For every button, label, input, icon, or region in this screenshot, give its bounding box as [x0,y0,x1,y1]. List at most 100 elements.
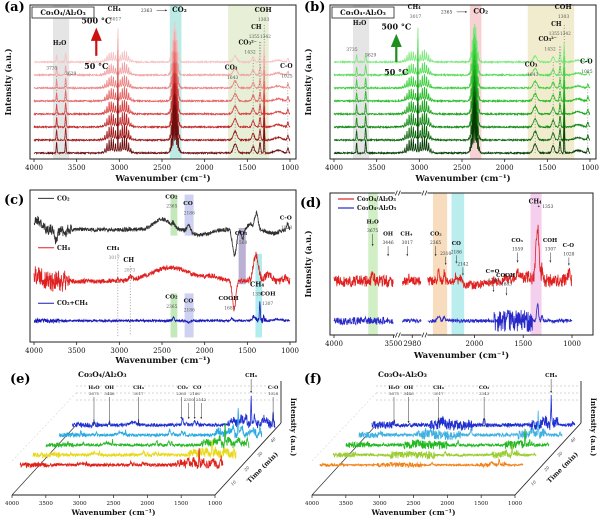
peak-label: 1683 [501,282,512,287]
spectrum-line [333,302,573,332]
spectrum-line [19,448,224,469]
x-axis-title: Wavenumber (cm⁻¹) [114,355,210,365]
peak-label: CO [452,241,461,247]
panel-title: Co₃O₄-Al₂O₃ [331,6,395,19]
peak-label: H₂O [88,385,100,391]
temperature-ramp-annotation: 500 °C 50 °C [81,15,111,70]
peak-label: CH [551,21,562,28]
x-tick-label: 1500 [538,164,556,172]
spectrum-line [332,442,537,460]
x-tick-label: 3000 [373,501,387,507]
peak-label: 2142 [457,262,468,267]
panel-a-chart: 4000 3500 3000 2500 2000 1500 1000 Wavenumber (… [3,4,299,184]
axis: 4000 3500 3000 2500 2000 1500 1000 Wavenumber (… [305,398,598,517]
legend-label: CO₂ [57,195,70,202]
spectrum-line [34,21,291,65]
peak-label: OH [383,232,393,238]
peak-label: 3735 [346,47,358,53]
spectrum-line [33,93,291,156]
panel-tag-b: (b) [304,0,326,15]
peak-label: CO₃ [235,231,248,237]
time-axis-title: Time (min) [245,450,280,485]
x-tick-label: 2500 [107,501,121,507]
peak-annotations: H₂O 3735 3629 CH₄ 3017 2365 CO₂ CO₃ 1643 CO₃²⁻ 143… [346,3,593,78]
peak-label: 3017 [109,256,120,261]
plot-frame [329,4,597,160]
peak-label: H₂O [366,220,379,226]
peak-label: 1353 [252,293,263,298]
peak-label: 1025 [581,69,593,75]
y-axis-title: Intensity (a.u.) [303,48,313,115]
spectra-curves [33,209,291,325]
peak-label: 2873 [124,268,135,273]
legend-label: CH₄ [57,245,70,252]
legend: Co₃O₄/Al₂O₃ Co₃O₄-Al₂O₃ [338,196,397,212]
temp-low-label: 50 °C [384,67,408,77]
panel-f: 4000 3500 3000 2500 2000 1500 1000 Wavenumber (… [300,365,600,522]
axis: 4000 3500 3000 2500 2000 1500 1000 Wavenumber (… [3,48,299,184]
x-tick-label: 2000 [440,501,454,507]
peak-label: COOH [496,273,515,279]
spectrum-line [33,63,291,117]
peak-label: 2186 [184,211,195,216]
waterfall-spectra [19,395,276,469]
peak-label: 1432 [544,46,556,52]
spectrum-line [319,457,524,469]
peak-label: OH [404,385,413,391]
y-axis-title: Intensity (a.u.) [3,48,13,115]
spectrum-line [45,423,250,450]
x-tick-label: 3000 [110,347,128,355]
x-tick-label: 4000 [325,164,343,172]
spectrum-line [33,251,291,312]
peak-label: 3446 [104,391,115,396]
spectrum-line [33,31,291,78]
x-tick-label: 2000 [196,347,214,355]
peak-label: CO [193,385,202,391]
panel-tag-c: (c) [4,193,25,208]
peak-label: C-O [268,385,279,391]
peak-annotations: H₂O 3735 3629 CH₄ 3017 2363 CO₂ CO₃ 1643 CO₃²⁻ 143… [46,5,293,81]
peak-label: CH₄ [107,246,120,252]
peak-label: 2363 [141,8,153,14]
peak-label: CH₄ [245,373,258,379]
peak-label: CO₃ [525,62,538,69]
x-tick-label: 1000 [508,501,522,507]
intensity-axis-title: Intensity (a.u.) [289,398,298,457]
peak-label: 2365 [441,9,453,15]
legend-label: Co₃O₄/Al₂O₃ [357,196,396,203]
peak-label: 1560 [236,241,247,246]
peak-label: 3735 [46,66,58,72]
peak-label: CO₂ [172,5,187,14]
panel-c-chart: 4000 3500 3000 2500 2000 1500 1000 Wavenumber (… [25,189,299,366]
y-axis-title: Intensity (a.u.) [303,230,313,297]
spectrum-line [33,301,291,325]
peak-label: 1683 [224,306,235,311]
x-tick-label: 1500 [238,347,256,355]
peak-label: 1432 [244,50,256,56]
x-tick-label: 3500 [368,164,386,172]
peak-label: 2365 [166,305,177,310]
temperature-ramp-annotation: 500 °C 50 °C [381,22,411,77]
panel-a: 4000 3500 3000 2500 2000 1500 1000 Wavenumber (… [0,0,300,185]
peak-label: CO₂ [479,385,490,391]
spectra-curves [333,23,591,156]
x-axis-title: Wavenumber (cm⁻¹) [414,173,510,184]
spectrum-line [33,82,291,143]
x-tick-label: 2000 [140,501,154,507]
panel-d: 4000 3500 2980 2000 1500 1000 Wavenumber (cm⁻¹… [300,185,600,365]
temp-high-label: 500 °C [381,22,411,32]
peak-label: CO [184,298,194,304]
peak-label: COH [255,6,272,14]
panel-d-chart: 4000 3500 2980 2000 1500 1000 Wavenumber (cm⁻¹… [303,190,594,361]
x-tick-label: 4000 [5,501,19,507]
x-tick-label: 2500 [153,347,171,355]
peak-label: 1303 [258,17,270,23]
spectrum-line [33,72,291,130]
panel-b: 4000 3500 3000 2500 2000 1500 1000 Wavenumber (… [300,0,600,185]
peak-label: C-O [280,63,293,70]
x-tick-label: 1500 [474,501,488,507]
highlight-bands [368,193,542,335]
peak-label: CO₂ [430,232,442,238]
spectrum-line [333,43,591,91]
